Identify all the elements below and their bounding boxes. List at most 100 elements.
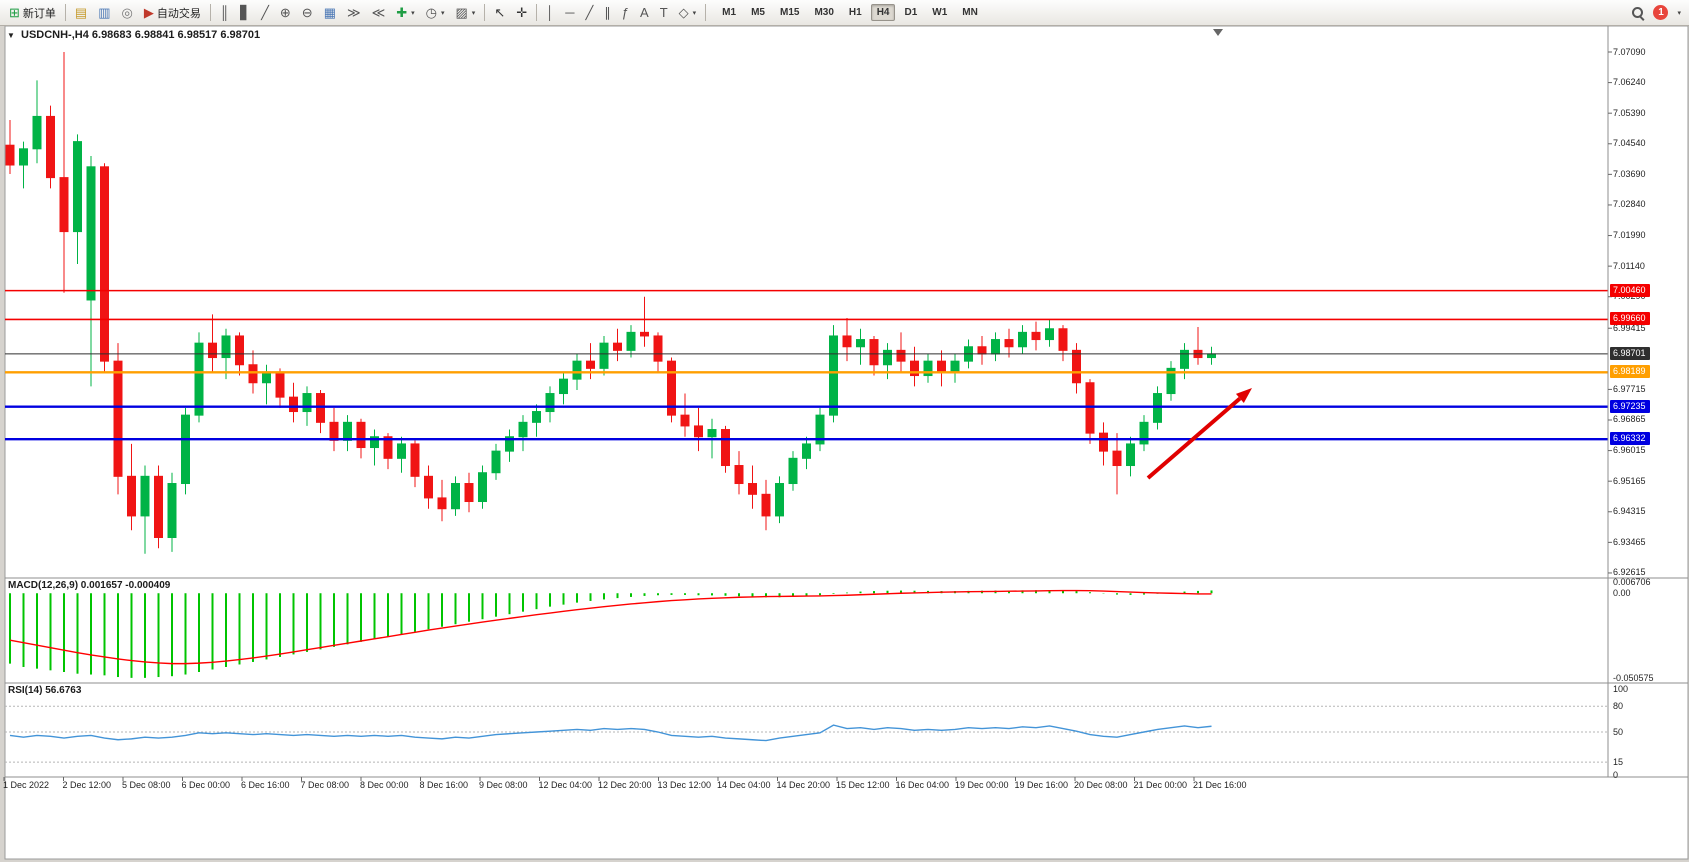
trendline-glyph-icon: ╱	[585, 5, 594, 20]
trend-arrow[interactable]	[1146, 396, 1242, 480]
macd-scale-label: 0.006706	[1613, 576, 1651, 587]
price-scale-label: 6.96865	[1613, 414, 1646, 425]
macd-scale-label: -0.050575	[1613, 672, 1654, 683]
price-scale-label: 6.95165	[1613, 475, 1646, 486]
cursor-button[interactable]: ↖	[489, 1, 510, 24]
vertical-line-button[interactable]: │	[541, 1, 559, 24]
timeframe-m1-button[interactable]: M1	[722, 7, 737, 18]
caret-down-icon: ▾	[692, 9, 697, 17]
time-axis-label: 16 Dec 04:00	[895, 780, 950, 790]
candlestick-chart-icon[interactable]: ▋	[235, 1, 255, 24]
macd-histogram	[9, 590, 1213, 678]
bar-chart-icon[interactable]: ║	[215, 1, 234, 24]
data-window-icon[interactable]: ▥	[93, 1, 115, 24]
chart-background	[4, 25, 1689, 860]
time-axis-label: 5 Dec 08:00	[122, 780, 171, 790]
crosshair-button[interactable]: ✛	[511, 1, 532, 24]
price-scale-label: 6.97715	[1613, 383, 1646, 394]
notification-badge[interactable]: 1	[1653, 5, 1669, 20]
timeframe-toolbar: M1 M5 M15 M30 H1 H4 D1 W1 MN	[715, 4, 985, 21]
tile-windows-icon[interactable]: ▦	[319, 1, 341, 24]
new-order-button-label: 新订单	[22, 7, 56, 20]
time-axis-label: 8 Dec 00:00	[360, 780, 409, 790]
toolbar-buttons: ⊞ 新订单 ▤ ▥ ◎ ▶ 自动交易 ║ ▋ ╱ ⊕ ⊖ ▦ ≫ ≪ ✚ ▾ ◷ ▾ ▨ ▾ ↖ ✛ │ ─ ╱ ∥ ƒ A T ◇ ▾	[4, 1, 709, 24]
timeframe-h1-button[interactable]: H1	[848, 7, 862, 18]
price-scale-label: 6.93465	[1613, 536, 1646, 547]
line-chart-icon[interactable]: ╱	[256, 1, 274, 24]
timeframe-w1-button[interactable]: W1	[932, 7, 948, 18]
time-axis[interactable]: 1 Dec 2022 2 Dec 12:00 5 Dec 08:00 6 Dec 00…	[0, 780, 1689, 796]
toolbar-right: 1 ▾	[1631, 5, 1685, 20]
navigator-icon[interactable]: ◎	[117, 1, 138, 24]
timeframe-m5-button[interactable]: M5	[751, 7, 765, 18]
candlestick-chart-icon-glyph-icon: ▋	[240, 5, 251, 20]
time-axis-label: 2 Dec 12:00	[62, 780, 112, 790]
price-lines	[5, 289, 1608, 441]
price-line-badge: 6.96332	[1610, 432, 1650, 446]
chart-shift-marker[interactable]	[1213, 29, 1223, 36]
bar-chart-icon-glyph-icon: ║	[219, 5, 230, 20]
price-scale-label: 7.01990	[1613, 230, 1646, 241]
cursor-glyph-icon: ↖	[494, 5, 506, 20]
trendline-button[interactable]: ╱	[580, 1, 598, 24]
price-scale-label: 7.03690	[1613, 168, 1646, 179]
new-order-button[interactable]: ⊞ 新订单	[4, 1, 61, 24]
chart-shift-button[interactable]: ≪	[367, 1, 391, 24]
navigator-icon-glyph-icon: ◎	[121, 5, 133, 20]
price-scale-label: 6.92615	[1613, 567, 1646, 578]
time-axis-label: 6 Dec 00:00	[181, 780, 231, 790]
timeframe-m15-button[interactable]: M15	[779, 7, 800, 18]
price-axis[interactable]: 7.07090 7.06240 7.05390 7.04540 7.03690 7.028…	[1610, 0, 1688, 862]
price-scale-label: 7.04540	[1613, 138, 1646, 149]
periods-glyph-icon: ◷	[425, 5, 437, 20]
toolbar: ⊞ 新订单 ▤ ▥ ◎ ▶ 自动交易 ║ ▋ ╱ ⊕ ⊖ ▦ ≫ ≪ ✚ ▾ ◷ ▾ ▨ ▾ ↖ ✛ │ ─ ╱ ∥ ƒ A T ◇ ▾ M1…	[0, 0, 1689, 26]
channel-button[interactable]: ∥	[599, 1, 616, 24]
time-axis-label: 15 Dec 12:00	[836, 780, 890, 790]
time-axis-label: 9 Dec 08:00	[479, 780, 528, 790]
periods-button[interactable]: ◷ ▾	[421, 1, 450, 24]
time-axis-label: 12 Dec 20:00	[598, 780, 652, 790]
rsi-scale-label: 80	[1613, 700, 1624, 711]
text-glyph-icon: A	[640, 5, 649, 20]
templates-button[interactable]: ▨ ▾	[451, 1, 481, 24]
rsi-scale-label: 50	[1613, 726, 1624, 737]
search-icon[interactable]	[1631, 6, 1645, 20]
market-watch-icon[interactable]: ▤	[70, 1, 92, 24]
rsi-scale-label: 15	[1613, 756, 1624, 767]
time-axis-label: 14 Dec 04:00	[717, 780, 771, 790]
price-scale-label: 7.01140	[1613, 260, 1645, 271]
toolbar-overflow-caret-icon[interactable]: ▾	[1677, 9, 1681, 17]
toolbar-separator	[209, 4, 211, 21]
indicators-button[interactable]: ✚ ▾	[391, 1, 419, 24]
macd-scale-label: 0.00	[1613, 587, 1631, 598]
zoom-out-button[interactable]: ⊖	[297, 1, 318, 24]
text-label-glyph-icon: T	[659, 5, 668, 20]
horizontal-line-button[interactable]: ─	[560, 1, 579, 24]
price-line-badge: 7.00460	[1610, 283, 1650, 297]
timeframe-h4-button[interactable]: H4	[870, 4, 896, 21]
indicators-glyph-icon: ✚	[396, 5, 408, 20]
text-label-button[interactable]: T	[655, 1, 673, 24]
timeframe-d1-button[interactable]: D1	[904, 7, 918, 18]
vertical-line-glyph-icon: │	[546, 5, 555, 20]
timeframe-m30-button[interactable]: M30	[814, 7, 834, 18]
data-window-icon-glyph-icon: ▥	[98, 5, 111, 20]
time-axis-label: 1 Dec 2022	[3, 780, 50, 790]
chart-title: USDCNH-,H4 6.98683 6.98841 6.98517 6.987…	[21, 29, 261, 41]
zoom-out-glyph-icon: ⊖	[301, 5, 313, 20]
autotrading-glyph-icon: ▶	[143, 5, 154, 20]
rsi-line	[9, 724, 1212, 742]
timeframe-mn-button[interactable]: MN	[962, 7, 978, 18]
fibonacci-button[interactable]: ƒ	[617, 1, 634, 24]
zoom-in-button[interactable]: ⊕	[275, 1, 296, 24]
shapes-button[interactable]: ◇ ▾	[674, 1, 702, 24]
one-click-trading-icon[interactable]: ▼	[7, 31, 15, 40]
time-axis-label: 6 Dec 16:00	[241, 780, 290, 790]
auto-scroll-button[interactable]: ≫	[342, 1, 366, 24]
rsi-indicator-label: RSI(14) 56.6763	[8, 685, 82, 696]
text-button[interactable]: A	[635, 1, 654, 24]
toolbar-separator	[705, 4, 707, 21]
autotrading-button[interactable]: ▶ 自动交易	[139, 1, 206, 24]
time-axis-label: 13 Dec 12:00	[657, 780, 712, 790]
